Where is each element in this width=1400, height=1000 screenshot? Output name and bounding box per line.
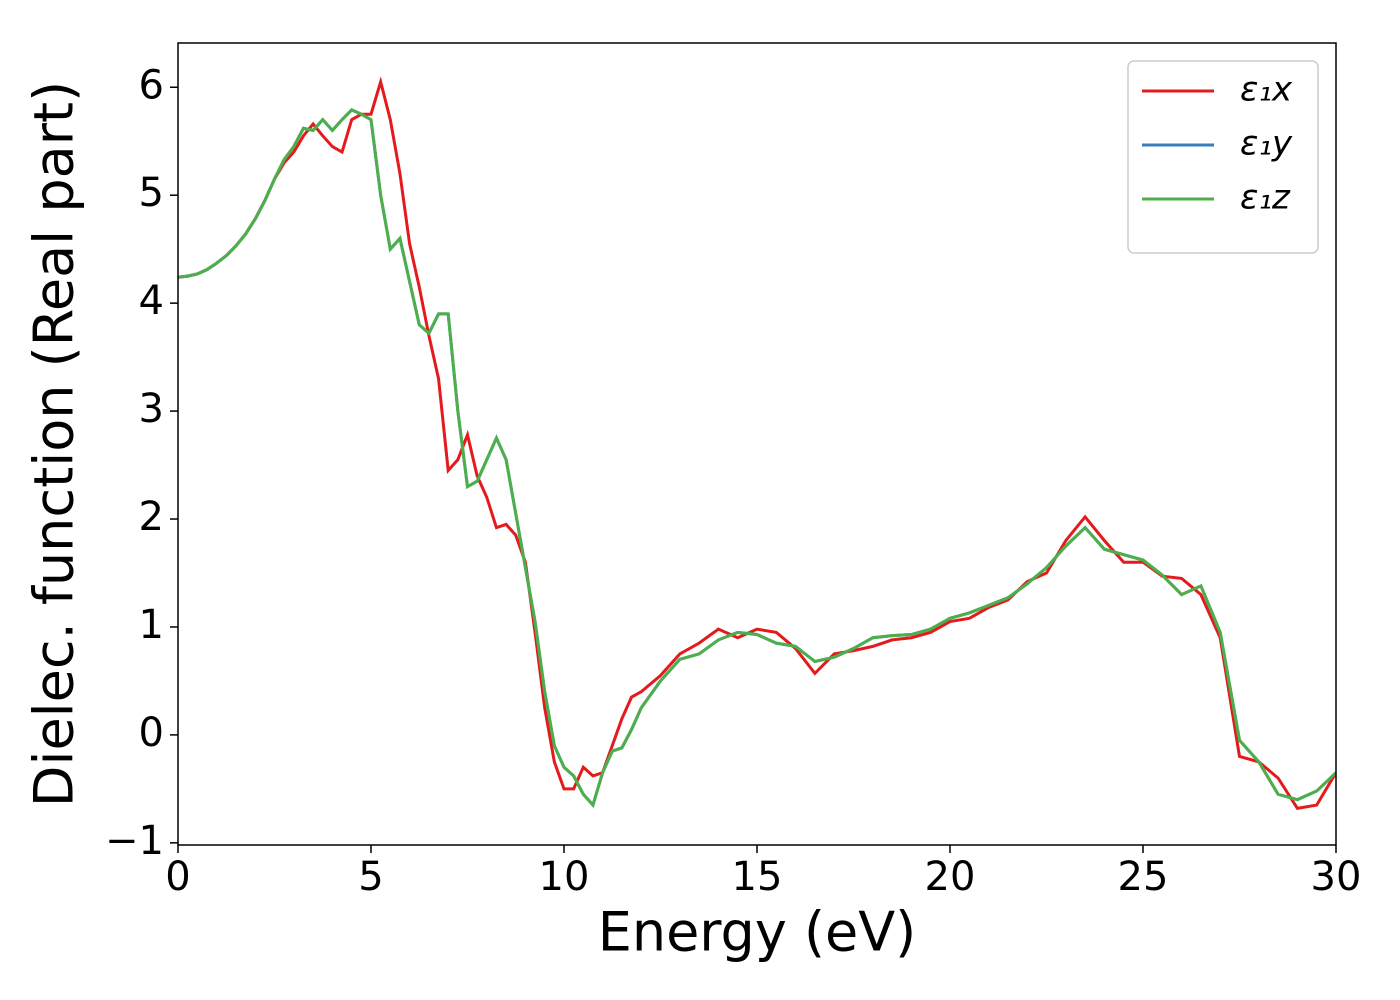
y-tick-label: 5 [139,170,164,216]
legend-label: ε₁x [1240,70,1293,110]
x-tick-label: 10 [539,854,590,900]
series-line [178,108,1336,809]
x-axis-label: Energy (eV) [598,901,917,964]
y-tick-label: 2 [139,494,164,540]
y-tick-label: 6 [139,62,164,108]
y-axis-label: Dielec. function (Real part) [23,81,86,807]
y-tick-label: 1 [139,602,164,648]
x-tick-label: 5 [358,854,383,900]
plot-frame [177,42,1337,846]
legend-label: ε₁y [1240,124,1293,164]
series-line [178,76,1336,810]
y-tick-label: 0 [139,710,164,756]
legend-box [1127,60,1319,254]
y-tick-label: −1 [105,818,164,864]
x-tick-label: 30 [1311,854,1362,900]
x-tick-label: 25 [1118,854,1169,900]
legend-label: ε₁z [1240,178,1291,218]
y-tick-label: 3 [139,386,164,432]
x-tick-label: 0 [165,854,190,900]
x-tick-label: 15 [732,854,783,900]
x-tick-label: 20 [925,854,976,900]
y-tick-label: 4 [139,278,164,324]
